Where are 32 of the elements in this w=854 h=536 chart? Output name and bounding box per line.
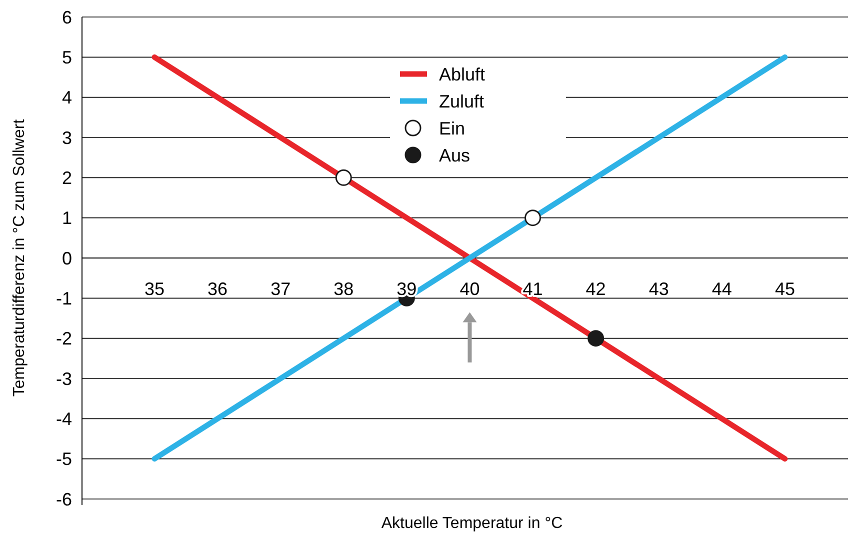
x-tick-label: 36 [208, 279, 228, 299]
x-tick-label: 41 [522, 279, 543, 299]
legend-label: Abluft [439, 64, 486, 84]
x-tick-label: 45 [774, 279, 795, 299]
y-tick-label: 5 [62, 47, 72, 68]
y-tick-label: 4 [62, 88, 72, 108]
y-tick-label: 1 [62, 208, 72, 228]
x-tick-label: 40 [460, 279, 480, 299]
point [524, 210, 542, 226]
x-tick-label: 35 [144, 279, 165, 299]
y-tick-label: -4 [56, 408, 72, 429]
y-tick-label: -2 [56, 328, 72, 349]
x-tick-label: 42 [586, 279, 606, 299]
y-tick-label: 6 [62, 7, 72, 28]
x-tick-label: 37 [270, 279, 291, 299]
y-tick-label: 2 [62, 168, 72, 188]
legend-label: Zuluft [439, 91, 484, 112]
x-tick-label: 43 [648, 279, 669, 299]
y-tick-label: -1 [56, 288, 72, 308]
x-tick-label: 38 [334, 279, 354, 299]
legend-label: Aus [439, 145, 470, 166]
point [335, 169, 352, 186]
y-tick-label: -5 [56, 449, 72, 470]
y-tick-label: -6 [56, 489, 72, 510]
y-tick-label: 3 [62, 128, 72, 148]
x-axis-title: Aktuelle Temperatur in °C [381, 515, 563, 532]
x-tick-label: 44 [712, 279, 732, 299]
y-tick-label: 0 [62, 248, 72, 268]
point [588, 330, 604, 347]
y-axis-title: Temperaturdifferenz in °C zum Sollwert [11, 118, 28, 397]
legend-label: Ein [439, 118, 466, 138]
y-tick-label: -3 [56, 368, 72, 389]
